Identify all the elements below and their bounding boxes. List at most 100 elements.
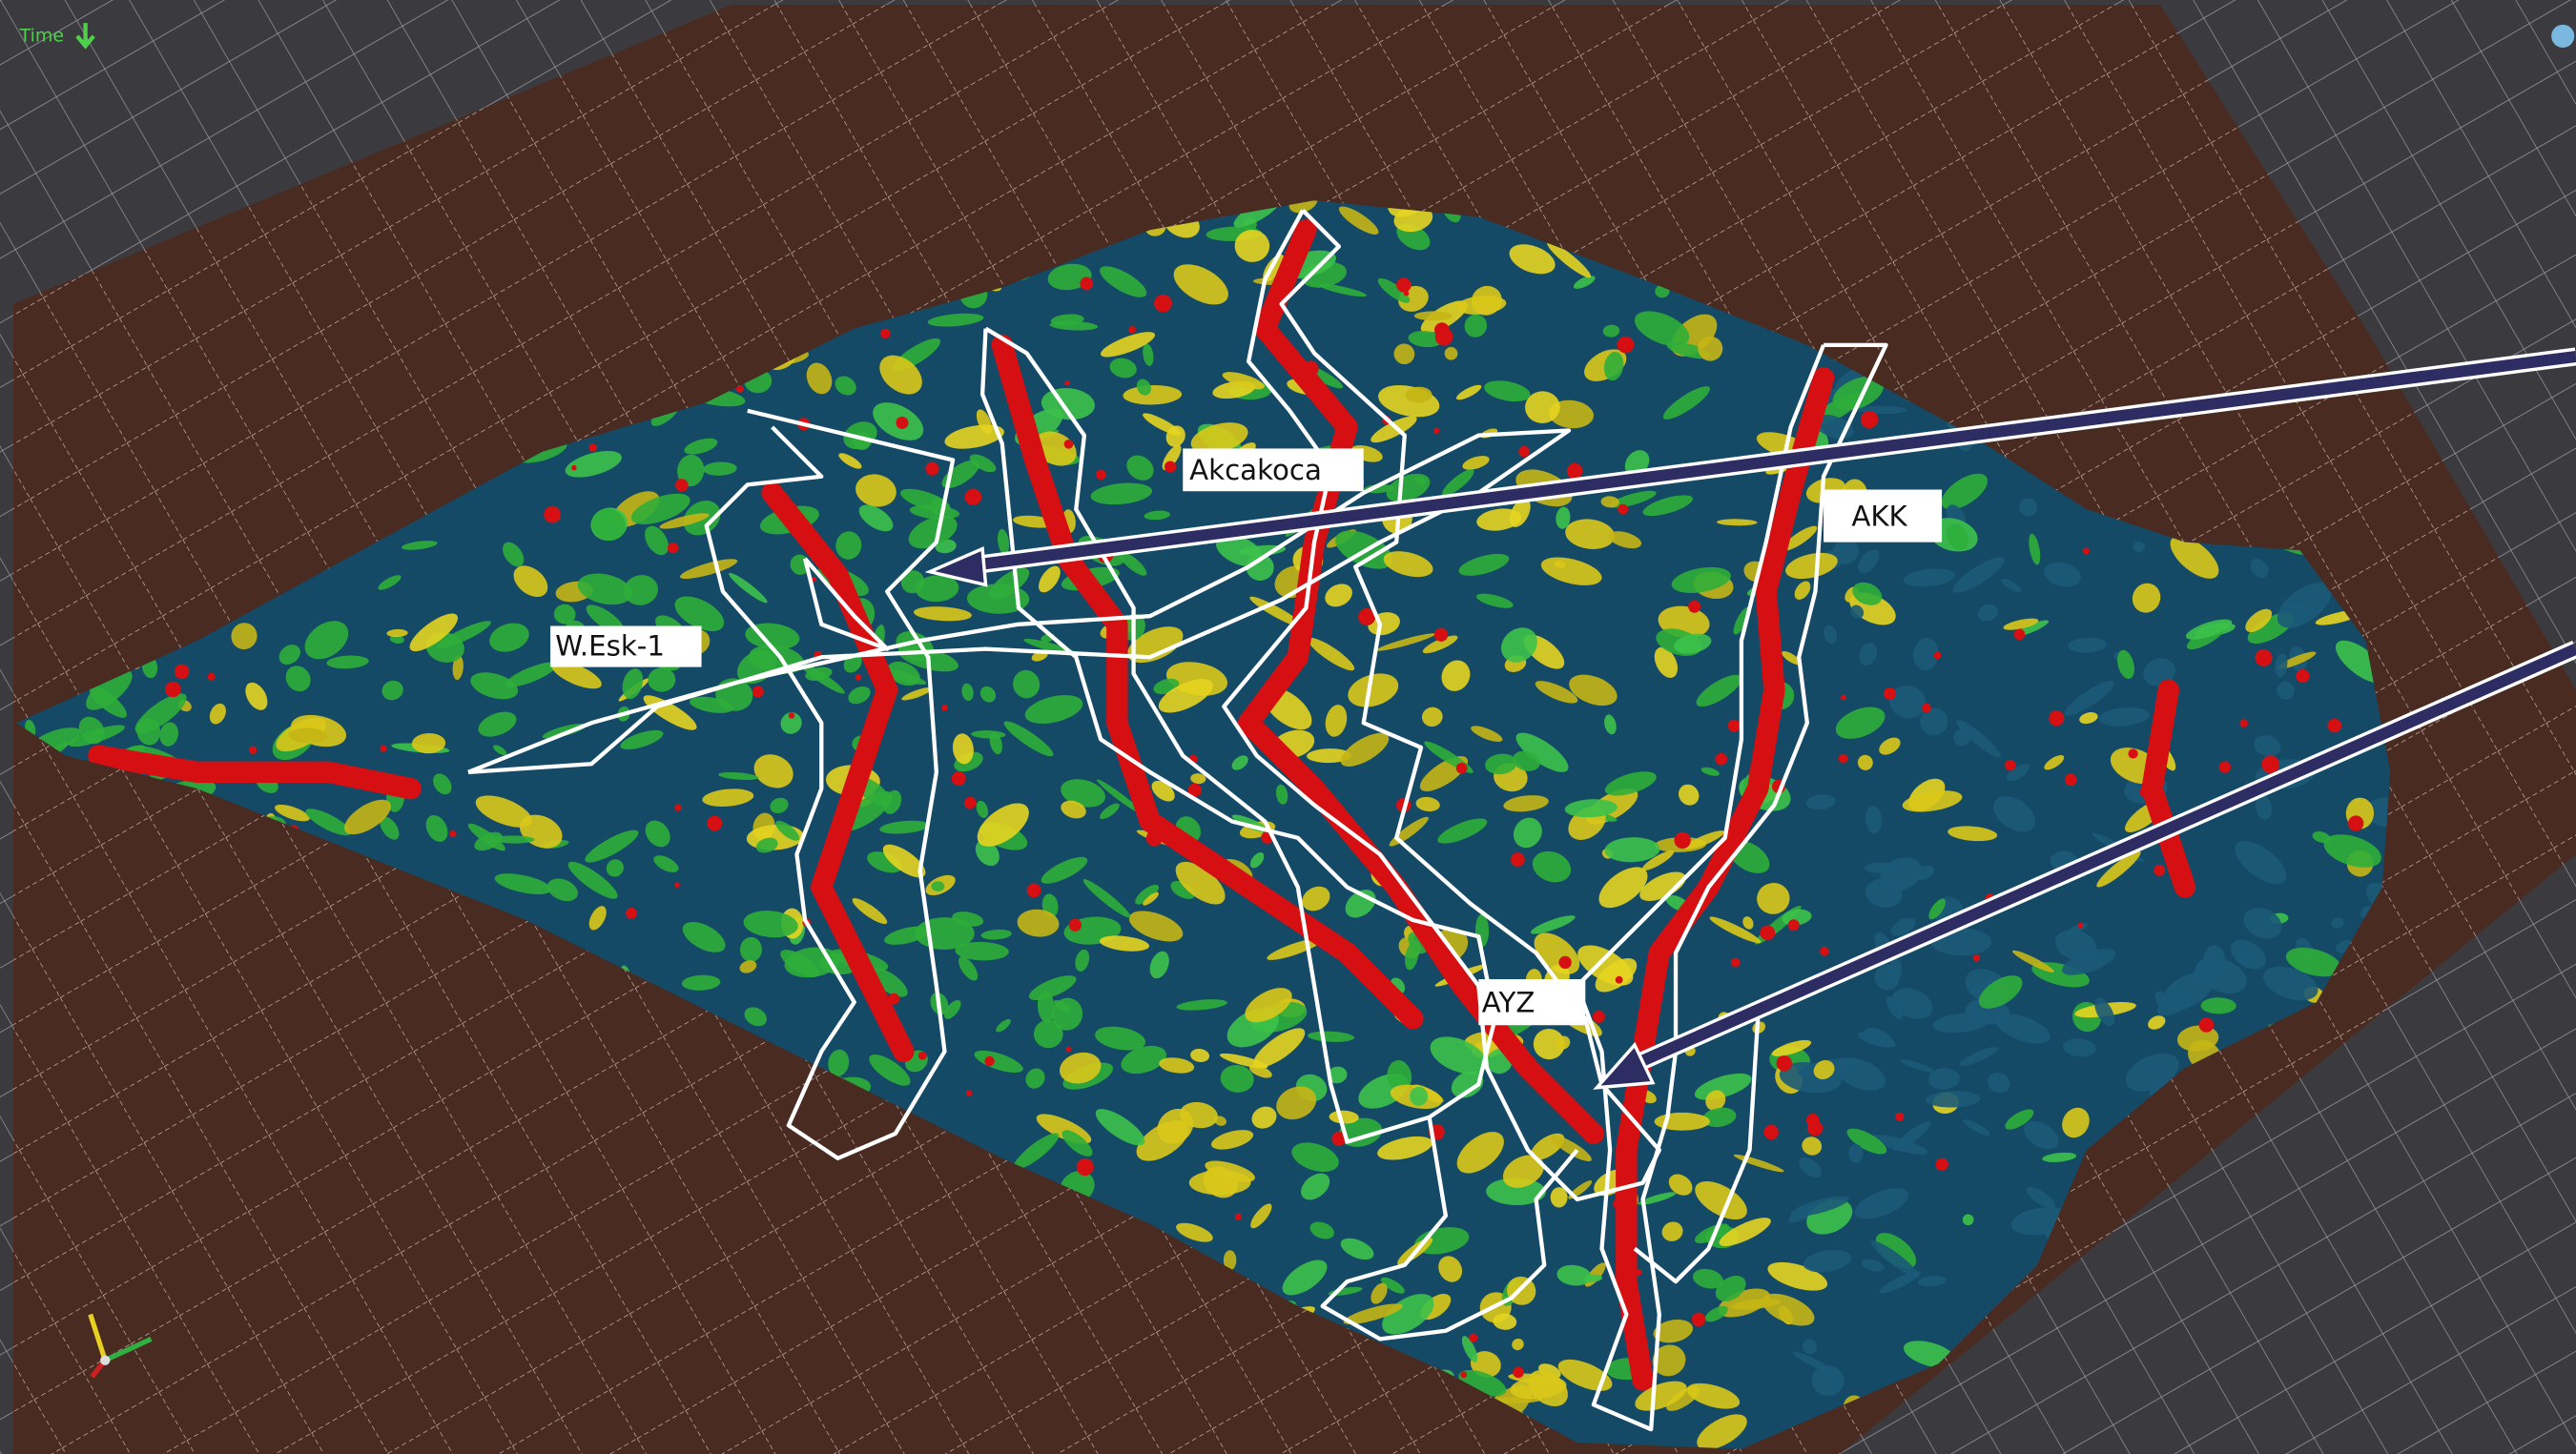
texture-patch — [1525, 391, 1560, 423]
texture-speck — [1715, 752, 1728, 766]
label: Akcakoca — [1189, 454, 1322, 486]
texture-patch — [1852, 582, 1883, 605]
texture-patch — [1602, 324, 1620, 338]
texture-speck — [1884, 687, 1897, 701]
texture-speck — [963, 796, 977, 809]
texture-patch — [1638, 1192, 1677, 1205]
channel — [88, 745, 422, 800]
texture-patch — [624, 575, 658, 605]
texture-patch — [305, 809, 352, 836]
texture-patch — [1248, 1064, 1272, 1078]
texture-patch — [68, 725, 125, 747]
texture-patch — [551, 661, 602, 689]
label-box — [1183, 448, 1364, 492]
settings-icon[interactable] — [2551, 24, 2575, 48]
texture-patch — [1471, 726, 1503, 743]
texture-patch — [1493, 1313, 1517, 1330]
texture-patch — [1123, 385, 1183, 405]
texture-patch — [980, 929, 1012, 940]
texture-patch — [1959, 1047, 1999, 1066]
texture-patch — [1941, 473, 1989, 510]
texture-patch — [753, 754, 793, 788]
texture-patch — [1486, 1178, 1546, 1206]
texture-patch — [1946, 522, 1968, 551]
texture-patch — [977, 803, 1029, 847]
texture-patch — [1799, 1157, 1823, 1178]
texture-patch — [855, 474, 896, 507]
texture-speck — [1617, 336, 1635, 354]
texture-speck — [1592, 1011, 1605, 1023]
texture-patch — [1325, 705, 1348, 737]
texture-speck — [1933, 651, 1942, 660]
texture-patch — [89, 686, 127, 718]
texture-patch — [879, 820, 929, 834]
texture-patch — [1128, 911, 1184, 942]
texture-patch — [879, 355, 922, 395]
texture-patch — [1932, 1013, 1989, 1034]
texture-speck — [1434, 327, 1453, 346]
texture-patch — [838, 453, 862, 469]
texture-speck — [1187, 783, 1202, 797]
texture-patch — [1276, 1086, 1317, 1120]
texture-speck — [1358, 608, 1376, 626]
texture-speck — [2198, 1017, 2215, 1033]
texture-speck — [1674, 831, 1691, 850]
texture-patch — [1577, 945, 1634, 986]
texture-patch — [739, 960, 757, 973]
texture-speck — [812, 577, 817, 583]
texture-patch — [1144, 510, 1171, 521]
texture-speck — [1065, 1046, 1072, 1053]
texture-speck — [2239, 719, 2249, 727]
texture-patch — [1100, 266, 1147, 297]
arrow — [1623, 644, 2576, 1074]
texture-patch — [1458, 1370, 1507, 1397]
texture-patch — [1430, 1036, 1488, 1075]
texture-speck — [1080, 276, 1094, 291]
texture-patch — [1370, 1282, 1388, 1304]
texture-patch — [2001, 579, 2022, 593]
texture-patch — [1604, 714, 1617, 735]
texture-patch — [681, 974, 721, 991]
texture-patch — [1893, 1120, 1931, 1151]
texture-speck — [1331, 1131, 1347, 1146]
texture-patch — [2064, 680, 2114, 716]
texture-speck — [1820, 946, 1829, 956]
texture-patch — [2285, 947, 2341, 977]
texture-patch — [2185, 619, 2233, 640]
texture-patch — [1702, 1107, 1737, 1128]
arrows — [924, 347, 2576, 1090]
texture-speck — [668, 543, 679, 554]
texture-speck — [674, 882, 680, 889]
texture-patch — [718, 771, 759, 781]
texture-patch — [2133, 541, 2145, 553]
texture-patch — [997, 528, 1010, 555]
label: AKK — [1851, 500, 1907, 532]
texture-patch — [478, 711, 517, 737]
texture-patch — [915, 575, 959, 603]
texture-patch — [1090, 482, 1153, 505]
texture-patch — [409, 613, 458, 652]
texture-patch — [1222, 372, 1265, 390]
texture-patch — [1556, 1264, 1592, 1286]
texture-patch — [1119, 551, 1147, 576]
texture-patch — [775, 820, 800, 841]
texture-patch — [565, 450, 622, 478]
texture-patch — [1790, 1196, 1850, 1217]
texture-patch — [2132, 583, 2161, 613]
texture-patch — [591, 508, 627, 542]
texture-patch — [1100, 803, 1120, 820]
texture-patch — [1674, 633, 1712, 654]
texture-patch — [1275, 784, 1288, 805]
texture-patch — [1642, 495, 1693, 517]
texture-patch — [1509, 244, 1556, 275]
texture-patch — [1947, 826, 1998, 842]
texture-patch — [952, 733, 974, 765]
texture-speck — [984, 1055, 995, 1067]
texture-patch — [1210, 1130, 1254, 1150]
texture-patch — [1383, 551, 1433, 578]
texture-patch — [941, 460, 979, 489]
channel — [991, 334, 1424, 1030]
texture-speck — [1807, 1120, 1824, 1137]
texture-speck — [752, 686, 764, 698]
texture-patch — [1556, 506, 1571, 529]
